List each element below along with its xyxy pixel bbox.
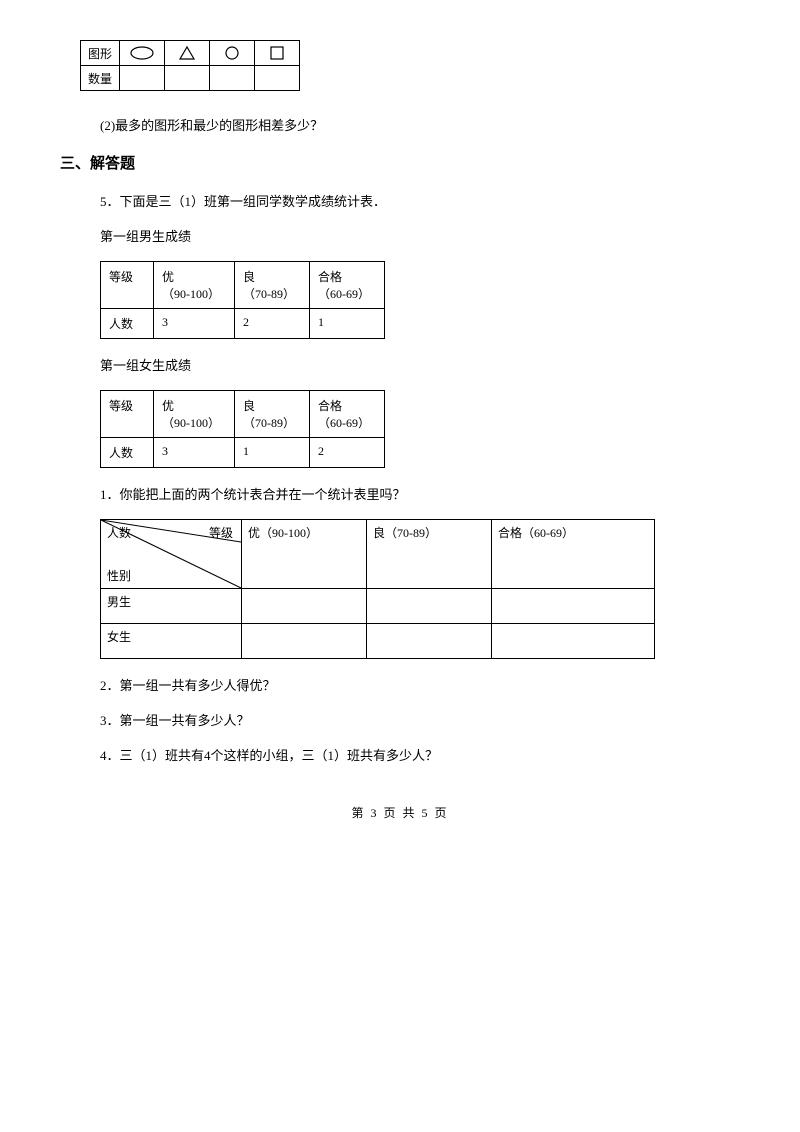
cell: 人数 [101,309,154,339]
table-row: 图形 [81,41,300,66]
empty-cell [367,624,492,659]
empty-cell [210,66,255,91]
sub-question-1: 1．你能把上面的两个统计表合并在一个统计表里吗？ [100,484,720,503]
cell: 优 （90-100） [154,391,235,438]
shape-count-table: 图形 数量 [80,40,300,91]
cell-text: 等级 [109,270,133,284]
merged-score-table: 人数 等级 性别 优（90-100） 良（70-89） 合格（60-69） 男生… [100,519,655,659]
cell-text: （70-89） [243,416,295,430]
page-footer: 第 3 页 共 5 页 [80,804,720,821]
table-row: 人数 3 2 1 [101,309,385,339]
row-label: 女生 [101,624,242,659]
empty-cell [242,589,367,624]
square-icon [269,45,285,61]
empty-cell [255,66,300,91]
cell-text: 合格 [318,399,342,413]
cell-text: （90-100） [162,416,220,430]
cell: 3 [154,438,235,468]
diag-label: 人数 [107,524,131,541]
row-label: 男生 [101,589,242,624]
sub-question-2: 2．第一组一共有多少人得优？ [100,675,720,694]
row-label: 图形 [81,41,120,66]
cell-text: 等级 [109,399,133,413]
cell: 人数 [101,438,154,468]
table-row: 等级 优 （90-100） 良 （70-89） 合格 （60-69） [101,391,385,438]
cell: 等级 [101,391,154,438]
header-text: 合格（60-69） [492,520,654,545]
boys-score-table: 等级 优 （90-100） 良 （70-89） 合格 （60-69） 人数 3 … [100,261,385,339]
empty-cell [242,624,367,659]
header-cell: 优（90-100） [242,520,367,589]
shape-cell-circle [210,41,255,66]
table-row: 女生 [101,624,655,659]
cell: 良 （70-89） [235,262,310,309]
diag-label: 等级 [209,524,233,541]
empty-cell [165,66,210,91]
page-content: 图形 数量 (2)最多的图形和最少的图形相差多少？ 三、解答题 5．下面是三（1… [0,0,800,851]
triangle-icon [178,45,196,61]
empty-cell [120,66,165,91]
cell-text: 优 [162,270,174,284]
cell-text: （90-100） [162,287,220,301]
empty-cell [492,589,655,624]
q5-intro: 5．下面是三（1）班第一组同学数学成绩统计表． [100,191,720,210]
diagonal-header-cell: 人数 等级 性别 [101,520,242,589]
section-3-heading: 三、解答题 [60,152,720,173]
sub-question-4: 4．三（1）班共有4个这样的小组，三（1）班共有多少人？ [100,745,720,764]
table-row: 数量 [81,66,300,91]
header-cell: 良（70-89） [367,520,492,589]
question-part-2: (2)最多的图形和最少的图形相差多少？ [100,115,720,134]
cell-text: 优 [162,399,174,413]
cell: 优 （90-100） [154,262,235,309]
cell-text: （70-89） [243,287,295,301]
shape-cell-square [255,41,300,66]
empty-cell [367,589,492,624]
table-row: 人数 等级 性别 优（90-100） 良（70-89） 合格（60-69） [101,520,655,589]
cell: 合格 （60-69） [310,391,385,438]
circle-icon [224,45,240,61]
cell: 合格 （60-69） [310,262,385,309]
ellipse-icon [129,45,155,61]
girls-score-table: 等级 优 （90-100） 良 （70-89） 合格 （60-69） 人数 3 … [100,390,385,468]
diag-label: 性别 [107,567,131,584]
cell-text: （60-69） [318,416,370,430]
table-row: 男生 [101,589,655,624]
cell: 2 [310,438,385,468]
cell: 良 （70-89） [235,391,310,438]
cell: 等级 [101,262,154,309]
cell: 1 [235,438,310,468]
cell: 2 [235,309,310,339]
cell-text: 良 [243,270,255,284]
empty-cell [492,624,655,659]
cell-text: 合格 [318,270,342,284]
header-cell: 合格（60-69） [492,520,655,589]
header-text: 优（90-100） [242,520,366,545]
table-row: 人数 3 1 2 [101,438,385,468]
table-row: 等级 优 （90-100） 良 （70-89） 合格 （60-69） [101,262,385,309]
cell: 3 [154,309,235,339]
cell: 1 [310,309,385,339]
boys-subheading: 第一组男生成绩 [100,226,720,245]
shape-cell-triangle [165,41,210,66]
cell-text: （60-69） [318,287,370,301]
sub-question-3: 3．第一组一共有多少人？ [100,710,720,729]
girls-subheading: 第一组女生成绩 [100,355,720,374]
cell-text: 良 [243,399,255,413]
shape-cell-ellipse [120,41,165,66]
row-label: 数量 [81,66,120,91]
header-text: 良（70-89） [367,520,491,545]
